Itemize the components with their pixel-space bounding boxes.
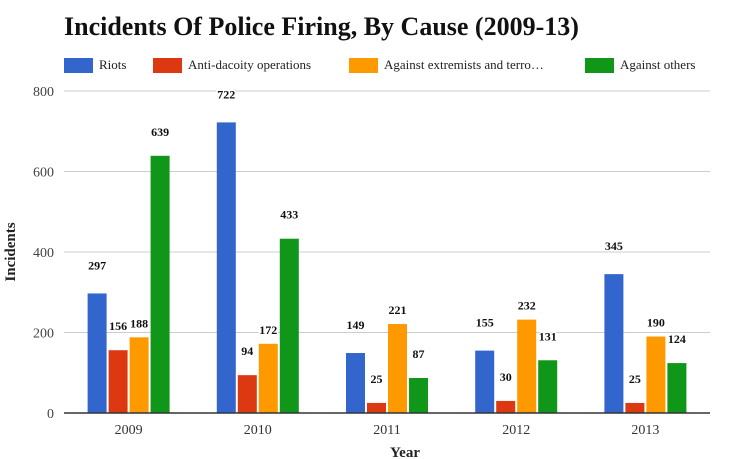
legend-swatch-riots (64, 58, 93, 73)
y-tick-label-200: 200 (33, 327, 54, 342)
y-axis-title: Incidents (3, 222, 19, 281)
bar-2012-2[interactable] (517, 319, 537, 413)
data-label-2010-3: 433 (280, 208, 298, 222)
legend-label-others: Against others (620, 57, 696, 72)
bar-2010-3[interactable] (279, 238, 299, 413)
legend-swatch-extremists (349, 58, 378, 73)
data-label-2011-0: 149 (347, 318, 365, 332)
data-label-2012-3: 131 (539, 329, 557, 343)
x-tick-label-2009: 2009 (115, 423, 143, 438)
bar-2013-1[interactable] (625, 402, 645, 413)
bar-2013-3[interactable] (667, 363, 687, 413)
bar-2011-2[interactable] (388, 324, 407, 413)
data-label-2012-1: 30 (500, 370, 512, 384)
y-tick-label-600: 600 (33, 166, 54, 181)
data-label-2010-2: 172 (259, 323, 277, 337)
data-label-2013-0: 345 (605, 239, 623, 253)
bar-2011-1[interactable] (367, 402, 386, 413)
bar-2010-0[interactable] (216, 122, 236, 414)
bar-2012-0[interactable] (475, 350, 495, 413)
bar-2010-2[interactable] (258, 343, 278, 413)
x-tick-label-2010: 2010 (244, 423, 272, 438)
data-label-2010-1: 94 (241, 344, 253, 358)
data-label-2011-2: 221 (389, 303, 407, 317)
bar-2009-2[interactable] (129, 337, 149, 413)
bar-2011-3[interactable] (409, 377, 428, 413)
bar-2009-0[interactable] (87, 293, 107, 413)
data-label-2013-3: 124 (668, 332, 686, 346)
legend-label-riots: Riots (99, 57, 127, 72)
x-tick-label-2011: 2011 (373, 423, 400, 438)
x-axis-title: Year (390, 445, 420, 459)
y-tick-label-0: 0 (47, 407, 54, 422)
data-label-2009-2: 188 (130, 316, 148, 330)
data-label-2012-0: 155 (476, 316, 494, 330)
bar-2012-3[interactable] (538, 360, 558, 413)
data-label-2012-2: 232 (518, 299, 536, 313)
x-tick-label-2012: 2012 (502, 423, 530, 438)
legend-swatch-others (585, 58, 614, 73)
y-tick-label-400: 400 (33, 246, 54, 261)
y-tick-label-800: 800 (33, 85, 54, 100)
bar-2011-0[interactable] (346, 353, 365, 413)
legend-label-extremists: Against extremists and terro… (384, 57, 544, 72)
legend-swatch-anti-dacoity (153, 58, 182, 73)
x-tick-label-2013: 2013 (631, 423, 659, 438)
bar-2009-3[interactable] (150, 155, 170, 414)
bar-2009-1[interactable] (108, 350, 128, 413)
data-label-2011-3: 87 (413, 347, 425, 361)
data-label-2010-0: 722 (217, 87, 235, 101)
bar-2010-1[interactable] (237, 375, 257, 413)
data-label-2009-1: 156 (109, 319, 127, 333)
chart-title: Incidents Of Police Firing, By Cause (20… (64, 12, 579, 41)
data-label-2011-1: 25 (371, 372, 383, 386)
data-label-2013-2: 190 (647, 316, 665, 330)
bar-2013-0[interactable] (604, 274, 624, 413)
bar-2013-2[interactable] (646, 336, 666, 413)
data-label-2009-0: 297 (88, 258, 106, 272)
bar-2012-1[interactable] (496, 400, 516, 413)
data-label-2013-1: 25 (629, 372, 641, 386)
data-label-2009-3: 639 (151, 125, 169, 139)
legend-label-anti-dacoity: Anti-dacoity operations (188, 57, 312, 72)
